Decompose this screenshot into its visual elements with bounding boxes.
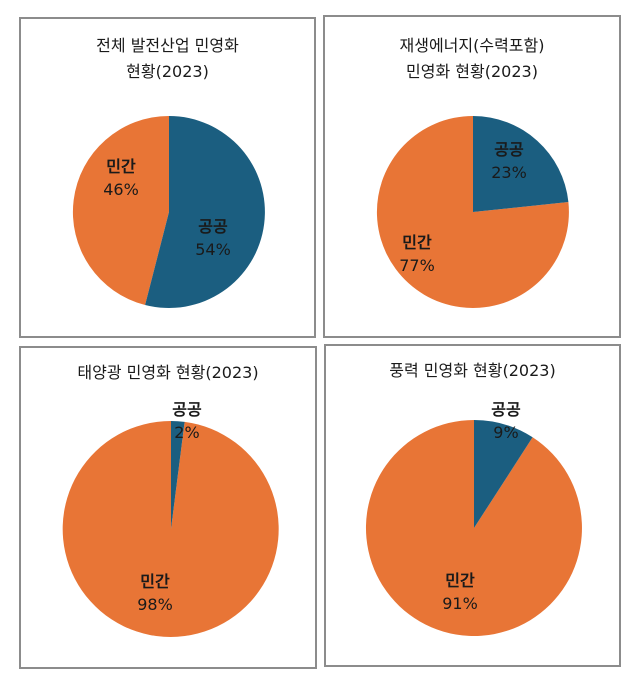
label-name: 민간	[140, 572, 170, 591]
label-public: 공공 54%	[195, 215, 231, 261]
pie-slice-private	[365, 420, 582, 636]
label-name: 공공	[172, 400, 202, 419]
title-line-1: 재생에너지(수력포함)	[399, 36, 545, 55]
pie-slice-private	[376, 115, 569, 308]
chart-title: 태양광 민영화 현황(2023)	[21, 360, 315, 386]
chart-panel-wind: 풍력 민영화 현황(2023) 공공 9% 민간 91%	[324, 344, 621, 667]
label-pct: 23%	[491, 163, 527, 182]
label-name: 공공	[491, 400, 521, 419]
pie-slice-public	[473, 116, 569, 212]
label-pct: 2%	[174, 423, 200, 442]
pie-chart	[62, 420, 279, 637]
label-name: 민간	[106, 157, 136, 176]
label-pct: 98%	[137, 595, 173, 614]
label-name: 공공	[198, 217, 228, 236]
label-public: 공공 2%	[172, 398, 201, 444]
chart-panel-total: 전체 발전산업 민영화 현황(2023) 민간 46% 공공 54%	[19, 17, 316, 338]
chart-title: 재생에너지(수력포함) 민영화 현황(2023)	[325, 33, 619, 85]
title-line-2: 민영화 현황(2023)	[406, 62, 538, 81]
label-pct: 46%	[103, 180, 139, 199]
pie-chart	[376, 115, 569, 308]
pie-chart	[365, 420, 582, 636]
pie-slice-private	[62, 420, 279, 637]
label-public: 공공 23%	[491, 138, 527, 184]
label-pct: 9%	[493, 423, 519, 442]
title-line-2: 현황(2023)	[126, 62, 209, 81]
chart-panel-renewable: 재생에너지(수력포함) 민영화 현황(2023) 공공 23% 민간 77%	[323, 15, 621, 338]
label-name: 공공	[494, 140, 524, 159]
pie-slice-public	[171, 421, 185, 529]
pie-slice-public	[145, 116, 265, 308]
chart-title: 전체 발전산업 민영화 현황(2023)	[21, 33, 314, 85]
pie-slice-private	[72, 115, 169, 305]
label-private: 민간 77%	[399, 231, 435, 277]
chart-title: 풍력 민영화 현황(2023)	[326, 358, 619, 384]
chart-panel-solar: 태양광 민영화 현황(2023) 공공 2% 민간 98%	[19, 346, 317, 669]
title-line-1: 풍력 민영화 현황(2023)	[389, 361, 556, 380]
label-private: 민간 91%	[442, 569, 478, 615]
pie-slice-public	[474, 420, 533, 528]
label-private: 민간 98%	[137, 570, 173, 616]
label-name: 민간	[402, 233, 432, 252]
pie-chart	[72, 115, 265, 308]
label-private: 민간 46%	[103, 155, 139, 201]
label-name: 민간	[445, 571, 475, 590]
label-pct: 54%	[195, 240, 231, 259]
title-line-1: 태양광 민영화 현황(2023)	[77, 363, 259, 382]
label-public: 공공 9%	[491, 398, 520, 444]
label-pct: 77%	[399, 256, 435, 275]
label-pct: 91%	[442, 594, 478, 613]
title-line-1: 전체 발전산업 민영화	[96, 36, 239, 55]
